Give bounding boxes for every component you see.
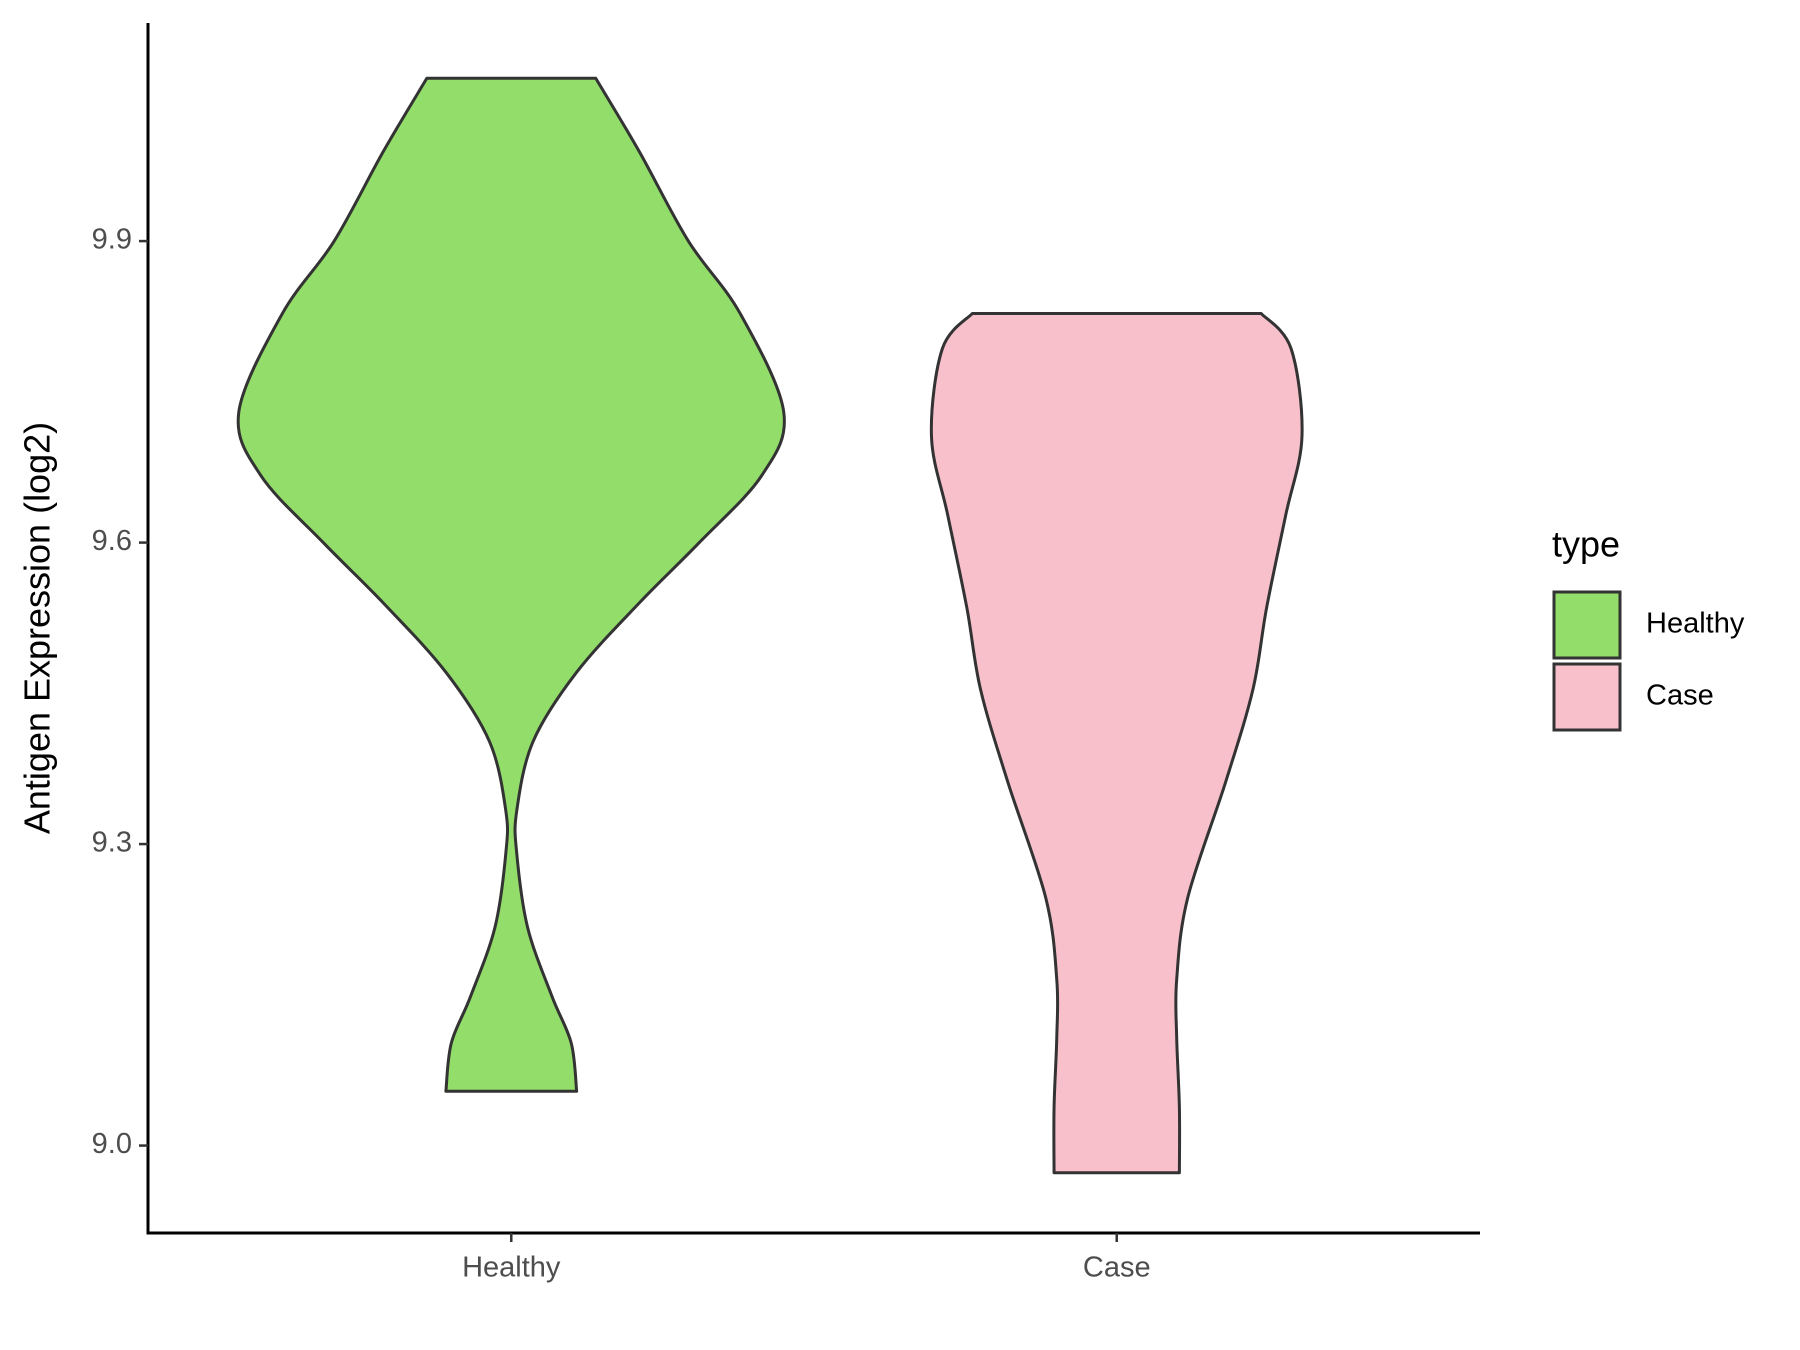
violin: [929, 311, 1304, 1175]
legend-label: Healthy: [1646, 608, 1745, 640]
violin: [236, 76, 786, 1093]
y-tick-label: 9.0: [92, 1128, 132, 1160]
legend-key: [1552, 662, 1622, 732]
x-tick-label: Healthy: [462, 1252, 561, 1284]
legend-title: type: [1552, 524, 1620, 565]
y-tick-label: 9.6: [92, 525, 132, 557]
y-tick-label: 9.9: [92, 224, 132, 256]
legend-label: Case: [1646, 680, 1714, 712]
legend-key: [1552, 590, 1622, 660]
x-tick-label: Case: [1083, 1252, 1151, 1284]
y-tick-label: 9.3: [92, 827, 132, 859]
y-axis-title: Antigen Expression (log2): [17, 422, 58, 834]
